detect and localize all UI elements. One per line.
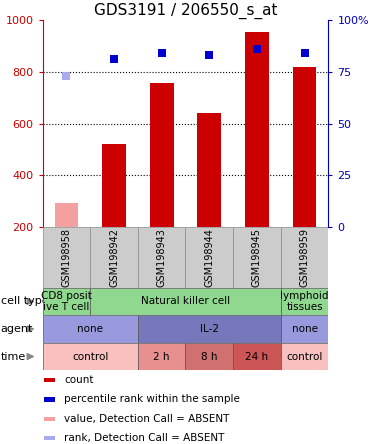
Text: control: control bbox=[286, 352, 323, 361]
Bar bbox=[233, 227, 281, 288]
Text: count: count bbox=[64, 375, 93, 385]
Text: GSM198942: GSM198942 bbox=[109, 228, 119, 287]
Text: none: none bbox=[292, 324, 318, 334]
Text: IL-2: IL-2 bbox=[200, 324, 219, 334]
Point bbox=[63, 72, 69, 79]
Text: rank, Detection Call = ABSENT: rank, Detection Call = ABSENT bbox=[64, 433, 224, 443]
Point bbox=[111, 56, 117, 63]
Text: GSM198945: GSM198945 bbox=[252, 228, 262, 287]
Bar bbox=[44, 417, 55, 421]
Text: 8 h: 8 h bbox=[201, 352, 217, 361]
Text: agent: agent bbox=[1, 324, 33, 334]
Text: lymphoid
tissues: lymphoid tissues bbox=[280, 291, 329, 312]
Text: percentile rank within the sample: percentile rank within the sample bbox=[64, 394, 240, 404]
Bar bbox=[102, 144, 126, 227]
Bar bbox=[138, 315, 281, 343]
Bar bbox=[186, 227, 233, 288]
Bar bbox=[150, 83, 174, 227]
Bar bbox=[44, 378, 55, 382]
Bar bbox=[138, 227, 186, 288]
Text: none: none bbox=[77, 324, 103, 334]
Bar bbox=[44, 397, 55, 401]
Point bbox=[206, 52, 212, 59]
Bar bbox=[43, 315, 138, 343]
Bar bbox=[293, 67, 316, 227]
Text: Natural killer cell: Natural killer cell bbox=[141, 297, 230, 306]
Bar bbox=[245, 32, 269, 227]
Bar bbox=[186, 343, 233, 370]
Bar bbox=[43, 227, 90, 288]
Point bbox=[302, 50, 308, 57]
Text: 2 h: 2 h bbox=[154, 352, 170, 361]
Text: 24 h: 24 h bbox=[245, 352, 269, 361]
Bar bbox=[233, 343, 281, 370]
Bar bbox=[281, 227, 328, 288]
Title: GDS3191 / 206550_s_at: GDS3191 / 206550_s_at bbox=[94, 2, 277, 19]
Bar bbox=[43, 343, 138, 370]
Text: GSM198958: GSM198958 bbox=[62, 228, 72, 287]
Text: GSM198959: GSM198959 bbox=[299, 228, 309, 287]
Bar bbox=[281, 343, 328, 370]
Bar bbox=[90, 227, 138, 288]
Text: control: control bbox=[72, 352, 108, 361]
Text: GSM198944: GSM198944 bbox=[204, 228, 214, 287]
Bar bbox=[44, 436, 55, 440]
Bar bbox=[281, 288, 328, 315]
Bar bbox=[197, 113, 221, 227]
Text: value, Detection Call = ABSENT: value, Detection Call = ABSENT bbox=[64, 414, 229, 424]
Bar bbox=[281, 315, 328, 343]
Point bbox=[254, 45, 260, 52]
Text: time: time bbox=[1, 352, 26, 361]
Bar bbox=[43, 288, 90, 315]
Text: cell type: cell type bbox=[1, 297, 49, 306]
Bar bbox=[138, 343, 186, 370]
Text: CD8 posit
ive T cell: CD8 posit ive T cell bbox=[41, 291, 92, 312]
Bar bbox=[90, 288, 281, 315]
Bar bbox=[55, 203, 78, 227]
Point bbox=[159, 50, 165, 57]
Text: GSM198943: GSM198943 bbox=[157, 228, 167, 287]
